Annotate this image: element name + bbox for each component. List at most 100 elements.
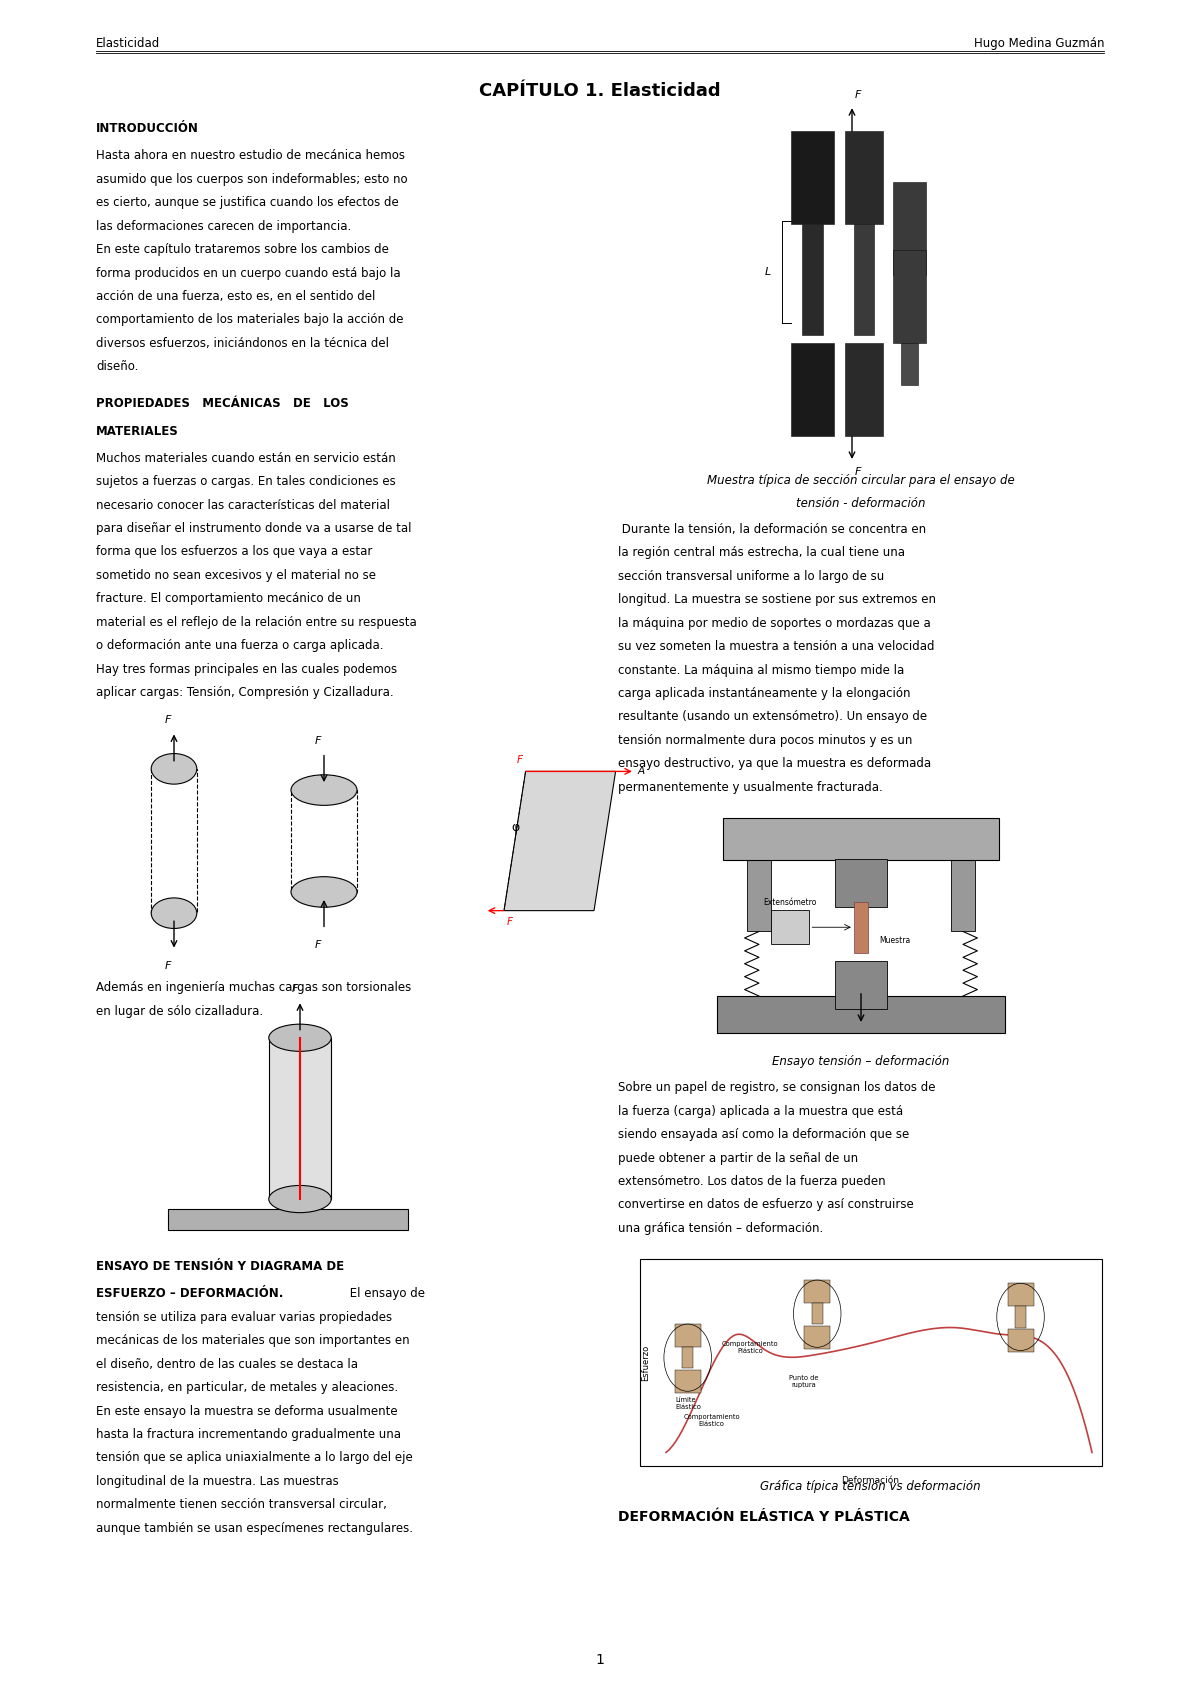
Ellipse shape [269,1185,331,1212]
Polygon shape [504,771,616,910]
Text: siendo ensayada así como la deformación que se: siendo ensayada así como la deformación … [618,1127,910,1141]
Bar [151,769,197,914]
Bar [804,1280,830,1302]
Text: fracture. El comportamiento mecánico de un: fracture. El comportamiento mecánico de … [96,593,361,604]
Text: CAPÍTULO 1. Elasticidad: CAPÍTULO 1. Elasticidad [479,82,721,100]
Text: aunque también se usan especímenes rectangulares.: aunque también se usan especímenes recta… [96,1521,413,1535]
Text: Además en ingeniería muchas cargas son torsionales: Además en ingeniería muchas cargas son t… [96,981,412,993]
Bar [1015,1306,1026,1328]
Text: o deformación ante una fuerza o carga aplicada.: o deformación ante una fuerza o carga ap… [96,638,384,652]
Text: PROPIEDADES   MECÁNICAS   DE   LOS: PROPIEDADES MECÁNICAS DE LOS [96,397,349,411]
Text: A: A [637,766,644,776]
Text: extensómetro. Los datos de la fuerza pueden: extensómetro. Los datos de la fuerza pue… [618,1175,886,1189]
Text: la fuerza (carga) aplicada a la muestra que está: la fuerza (carga) aplicada a la muestra … [618,1105,904,1117]
Text: el diseño, dentro de las cuales se destaca la: el diseño, dentro de las cuales se desta… [96,1358,358,1370]
Text: convertirse en datos de esfuerzo y así construirse: convertirse en datos de esfuerzo y así c… [618,1199,913,1211]
Bar [269,1037,331,1199]
Text: las deformaciones carecen de importancia.: las deformaciones carecen de importancia… [96,219,352,233]
Ellipse shape [151,898,197,929]
Ellipse shape [292,876,358,907]
Bar [772,910,810,944]
Text: Comportamiento
Plástico: Comportamiento Plástico [721,1341,779,1353]
Text: 1: 1 [595,1654,605,1667]
Text: L: L [764,267,772,277]
Text: ENSAYO DE TENSIÓN Y DIAGRAMA DE: ENSAYO DE TENSIÓN Y DIAGRAMA DE [96,1260,344,1274]
Text: Ensayo tensión – deformación: Ensayo tensión – deformación [773,1056,949,1068]
Text: asumido que los cuerpos son indeformables; esto no: asumido que los cuerpos son indeformable… [96,173,408,185]
Text: F: F [506,917,512,927]
Bar [952,830,974,932]
Text: Hasta ahora en nuestro estudio de mecánica hemos: Hasta ahora en nuestro estudio de mecáni… [96,149,406,163]
Ellipse shape [269,1024,331,1051]
Text: Deformación: Deformación [841,1476,900,1486]
Text: Límite
Elástico: Límite Elástico [676,1397,702,1409]
Bar [804,1326,830,1348]
Text: longitudinal de la muestra. Las muestras: longitudinal de la muestra. Las muestras [96,1476,338,1487]
Bar [812,1302,823,1324]
Text: INTRODUCCIÓN: INTRODUCCIÓN [96,122,199,136]
Bar [835,859,888,907]
Text: MATERIALES: MATERIALES [96,424,179,438]
Bar [748,830,772,932]
Text: Sobre un papel de registro, se consignan los datos de: Sobre un papel de registro, se consignan… [618,1082,936,1094]
Bar [292,790,358,891]
Bar [901,275,918,385]
Text: puede obtener a partir de la señal de un: puede obtener a partir de la señal de un [618,1151,858,1165]
Bar [835,961,888,1009]
Text: carga aplicada instantáneamente y la elongación: carga aplicada instantáneamente y la elo… [618,688,911,700]
Text: es cierto, aunque se justifica cuando los efectos de: es cierto, aunque se justifica cuando lo… [96,197,398,209]
Text: para diseñar el instrumento donde va a usarse de tal: para diseñar el instrumento donde va a u… [96,521,412,535]
Text: En este capítulo trataremos sobre los cambios de: En este capítulo trataremos sobre los ca… [96,243,389,256]
Text: una gráfica tensión – deformación.: una gráfica tensión – deformación. [618,1223,823,1234]
Text: F: F [164,715,170,725]
Bar [1008,1284,1033,1306]
Text: φ: φ [511,820,520,834]
Text: su vez someten la muestra a tensión a una velocidad: su vez someten la muestra a tensión a un… [618,640,935,654]
Text: DEFORMACIÓN ELÁSTICA Y PLÁSTICA: DEFORMACIÓN ELÁSTICA Y PLÁSTICA [618,1510,910,1525]
Bar [854,224,874,335]
Text: Elasticidad: Elasticidad [96,37,161,51]
Text: tensión - deformación: tensión - deformación [797,498,925,509]
Text: F: F [314,939,320,949]
Text: la máquina por medio de soportes o mordazas que a: la máquina por medio de soportes o morda… [618,616,931,630]
Bar [893,182,926,275]
Text: resistencia, en particular, de metales y aleaciones.: resistencia, en particular, de metales y… [96,1380,398,1394]
Bar [802,224,823,335]
Bar [722,818,998,861]
Text: tensión que se aplica uniaxialmente a lo largo del eje: tensión que se aplica uniaxialmente a lo… [96,1452,413,1464]
Bar [683,1347,694,1369]
Text: sujetos a fuerzas o cargas. En tales condiciones es: sujetos a fuerzas o cargas. En tales con… [96,475,396,487]
Text: forma producidos en un cuerpo cuando está bajo la: forma producidos en un cuerpo cuando est… [96,267,401,280]
Text: normalmente tienen sección transversal circular,: normalmente tienen sección transversal c… [96,1498,386,1511]
Text: ensayo destructivo, ya que la muestra es deformada: ensayo destructivo, ya que la muestra es… [618,757,931,771]
Bar [893,250,926,343]
Text: sometido no sean excesivos y el material no se: sometido no sean excesivos y el material… [96,569,376,582]
Text: longitud. La muestra se sostiene por sus extremos en: longitud. La muestra se sostiene por sus… [618,593,936,606]
Text: forma que los esfuerzos a los que vaya a estar: forma que los esfuerzos a los que vaya a… [96,545,372,559]
Text: Gráfica típica tensión vs deformación: Gráfica típica tensión vs deformación [761,1479,980,1493]
Ellipse shape [292,774,358,805]
Text: material es el reflejo de la relación entre su respuesta: material es el reflejo de la relación en… [96,616,416,628]
Text: comportamiento de los materiales bajo la acción de: comportamiento de los materiales bajo la… [96,314,403,326]
Text: aplicar cargas: Tensión, Compresión y Cizalladura.: aplicar cargas: Tensión, Compresión y Ci… [96,686,394,700]
Text: en lugar de sólo cizalladura.: en lugar de sólo cizalladura. [96,1005,263,1017]
Text: permanentemente y usualmente fracturada.: permanentemente y usualmente fracturada. [618,781,883,793]
Text: necesario conocer las características del material: necesario conocer las características de… [96,499,390,511]
Text: F: F [164,961,170,971]
Text: Durante la tensión, la deformación se concentra en: Durante la tensión, la deformación se co… [618,523,926,537]
Text: Hay tres formas principales en las cuales podemos: Hay tres formas principales en las cuale… [96,662,397,676]
Text: tensión normalmente dura pocos minutos y es un: tensión normalmente dura pocos minutos y… [618,734,912,747]
Bar [854,902,869,953]
Text: Comportamiento
Elástico: Comportamiento Elástico [683,1414,740,1426]
Text: F: F [292,983,298,993]
Bar [791,131,834,224]
Text: hasta la fractura incrementando gradualmente una: hasta la fractura incrementando gradualm… [96,1428,401,1442]
Text: Muestra típica de sección circular para el ensayo de: Muestra típica de sección circular para … [707,474,1015,487]
Text: diseño.: diseño. [96,360,138,374]
Text: Punto de
ruptura: Punto de ruptura [790,1375,818,1387]
Ellipse shape [151,754,197,784]
Text: tensión se utiliza para evaluar varias propiedades: tensión se utiliza para evaluar varias p… [96,1311,392,1324]
Bar [640,1258,1102,1465]
Bar [791,343,834,436]
Text: Extensómetro: Extensómetro [763,898,817,907]
